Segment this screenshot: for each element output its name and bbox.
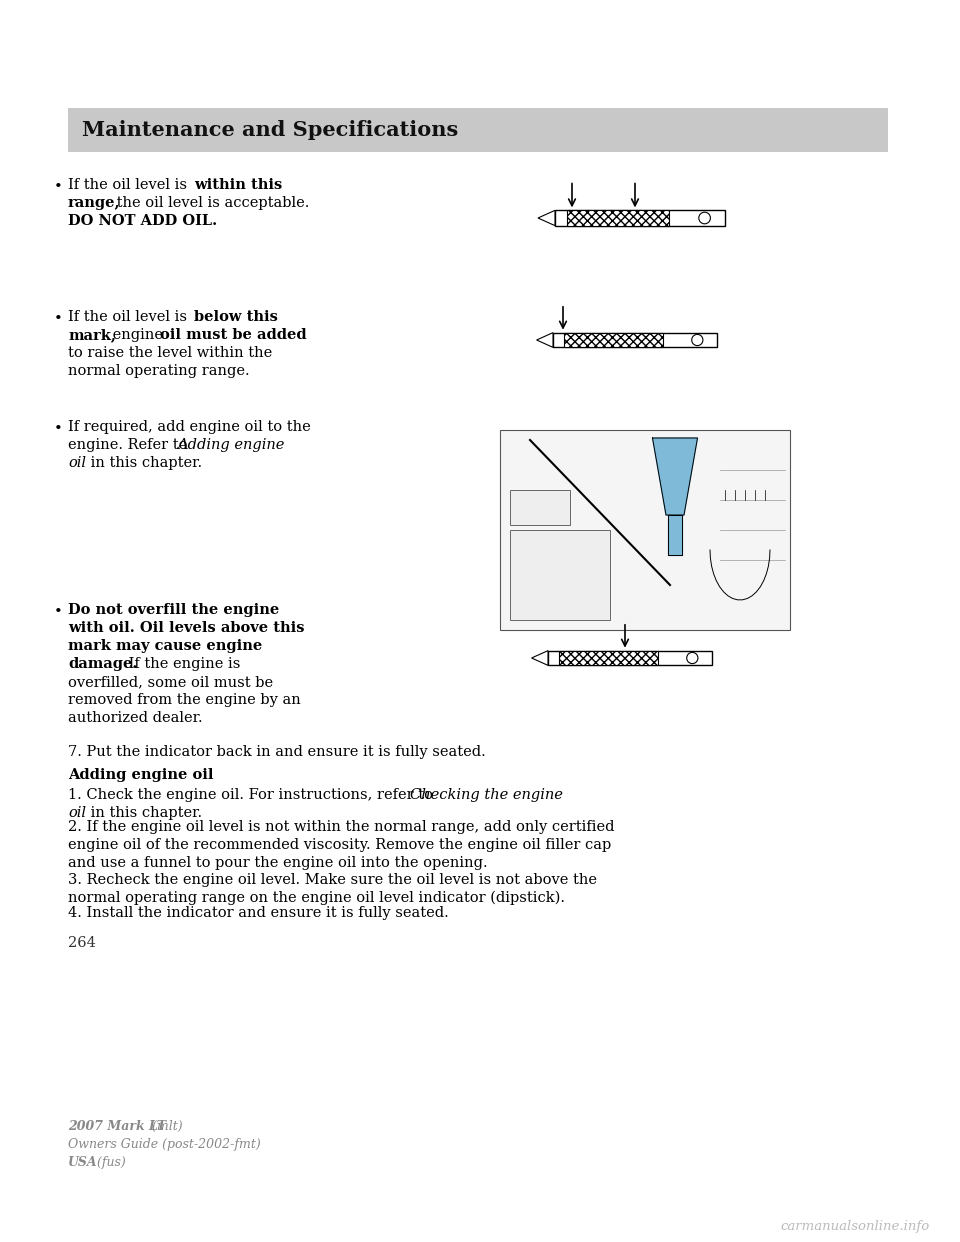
Text: normal operating range.: normal operating range. [68, 364, 250, 378]
Polygon shape [668, 515, 682, 555]
Polygon shape [538, 210, 555, 226]
Text: Adding engine: Adding engine [177, 438, 284, 452]
Text: Adding engine oil: Adding engine oil [68, 768, 213, 782]
Text: to raise the level within the: to raise the level within the [68, 347, 273, 360]
Text: Owners Guide (post-2002-fmt): Owners Guide (post-2002-fmt) [68, 1138, 261, 1151]
Text: mark,: mark, [68, 328, 116, 342]
Bar [553, 333, 717, 348]
Text: 4. Install the indicator and ensure it is fully seated.: 4. Install the indicator and ensure it i… [68, 905, 448, 920]
Text: 264: 264 [68, 936, 96, 950]
Text: 7. Put the indicator back in and ensure it is fully seated.: 7. Put the indicator back in and ensure … [68, 745, 486, 759]
Text: the oil level is acceptable.: the oil level is acceptable. [112, 196, 309, 210]
Text: Checking the engine: Checking the engine [410, 787, 563, 802]
Text: 2007 Mark LT: 2007 Mark LT [68, 1120, 166, 1133]
Text: If the engine is: If the engine is [124, 657, 240, 671]
Text: carmanualsonline.info: carmanualsonline.info [780, 1220, 930, 1233]
Text: •: • [54, 422, 62, 436]
Text: •: • [54, 312, 62, 325]
Bar [68, 108, 888, 152]
Text: If the oil level is: If the oil level is [68, 178, 192, 193]
Text: •: • [54, 605, 62, 619]
Text: If required, add engine oil to the: If required, add engine oil to the [68, 420, 311, 433]
Polygon shape [537, 333, 553, 348]
Text: oil: oil [68, 456, 86, 469]
Text: (fus): (fus) [93, 1156, 126, 1169]
Bar [548, 651, 712, 666]
Text: range,: range, [68, 196, 121, 210]
Text: oil: oil [68, 806, 86, 820]
Text: overfilled, some oil must be: overfilled, some oil must be [68, 674, 274, 689]
Text: damage.: damage. [68, 657, 137, 671]
Text: Maintenance and Specifications: Maintenance and Specifications [82, 120, 458, 140]
Bar [510, 530, 610, 620]
Polygon shape [532, 651, 548, 666]
Text: 1. Check the engine oil. For instructions, refer to: 1. Check the engine oil. For instruction… [68, 787, 438, 802]
Text: removed from the engine by an: removed from the engine by an [68, 693, 300, 707]
Text: engine. Refer to: engine. Refer to [68, 438, 192, 452]
Text: normal operating range on the engine oil level indicator (dipstick).: normal operating range on the engine oil… [68, 891, 565, 905]
Text: (mlt): (mlt) [148, 1120, 182, 1133]
Bar [555, 210, 725, 226]
Text: •: • [54, 180, 62, 194]
Bar [560, 651, 658, 666]
Text: in this chapter.: in this chapter. [86, 806, 203, 820]
Text: 3. Recheck the engine oil level. Make sure the oil level is not above the: 3. Recheck the engine oil level. Make su… [68, 873, 597, 887]
Bar [567, 210, 669, 226]
Text: and use a funnel to pour the engine oil into the opening.: and use a funnel to pour the engine oil … [68, 856, 488, 869]
Text: authorized dealer.: authorized dealer. [68, 710, 203, 725]
Text: engine: engine [108, 328, 168, 342]
Bar [510, 491, 570, 525]
Text: Do not overfill the engine: Do not overfill the engine [68, 604, 279, 617]
Text: USA: USA [68, 1156, 98, 1169]
Text: with oil. Oil levels above this: with oil. Oil levels above this [68, 621, 304, 635]
Text: DO NOT ADD OIL.: DO NOT ADD OIL. [68, 214, 217, 229]
Text: below this: below this [194, 310, 277, 324]
Bar [500, 430, 790, 630]
Text: 2. If the engine oil level is not within the normal range, add only certified: 2. If the engine oil level is not within… [68, 820, 614, 833]
Text: mark may cause engine: mark may cause engine [68, 638, 262, 653]
Bar [564, 333, 662, 348]
Text: If the oil level is: If the oil level is [68, 310, 192, 324]
Polygon shape [653, 438, 698, 515]
Text: in this chapter.: in this chapter. [86, 456, 203, 469]
Text: within this: within this [194, 178, 282, 193]
Text: oil must be added: oil must be added [160, 328, 306, 342]
Text: engine oil of the recommended viscosity. Remove the engine oil filler cap: engine oil of the recommended viscosity.… [68, 838, 612, 852]
